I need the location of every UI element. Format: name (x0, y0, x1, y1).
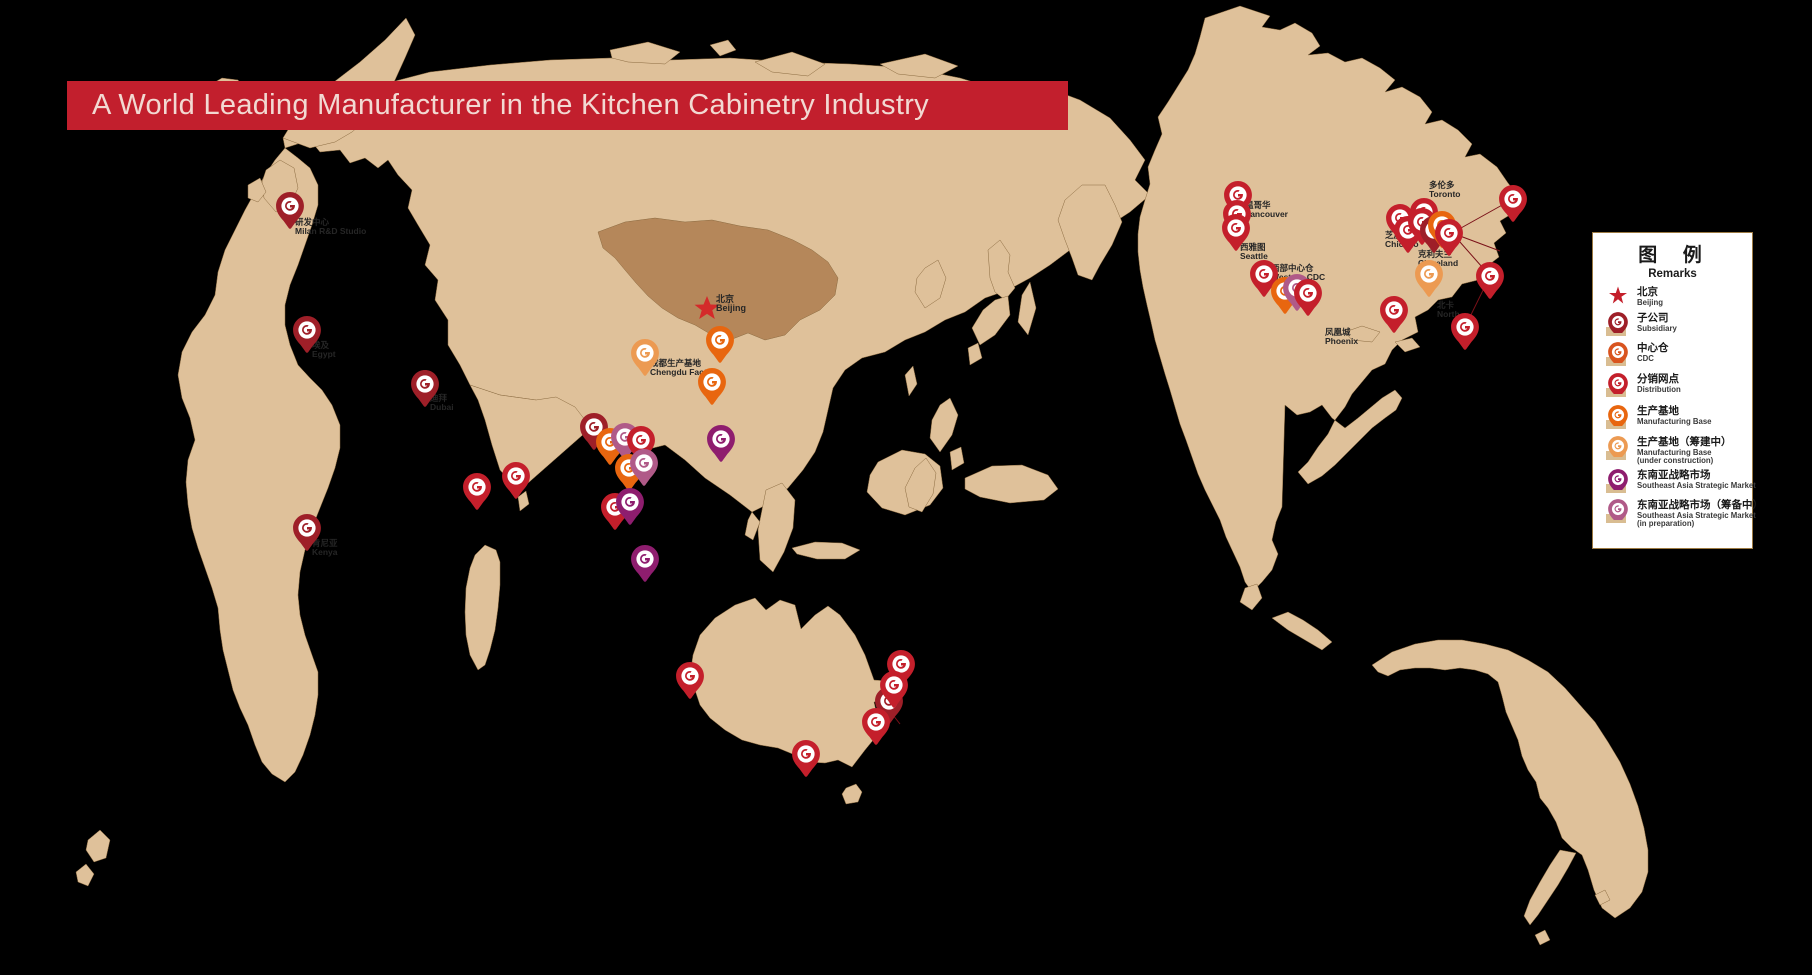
svg-text:Phoenix: Phoenix (1325, 336, 1358, 346)
svg-text:Vancouver: Vancouver (1245, 209, 1289, 219)
svg-text:Toronto: Toronto (1429, 189, 1460, 199)
svg-text:Kenya: Kenya (312, 547, 338, 557)
svg-text:Milan R&D Studio: Milan R&D Studio (295, 226, 366, 236)
svg-text:Seattle: Seattle (1240, 251, 1268, 261)
svg-text:Beijing: Beijing (716, 303, 746, 313)
svg-text:Dubai: Dubai (430, 402, 454, 412)
svg-text:Egypt: Egypt (312, 349, 336, 359)
